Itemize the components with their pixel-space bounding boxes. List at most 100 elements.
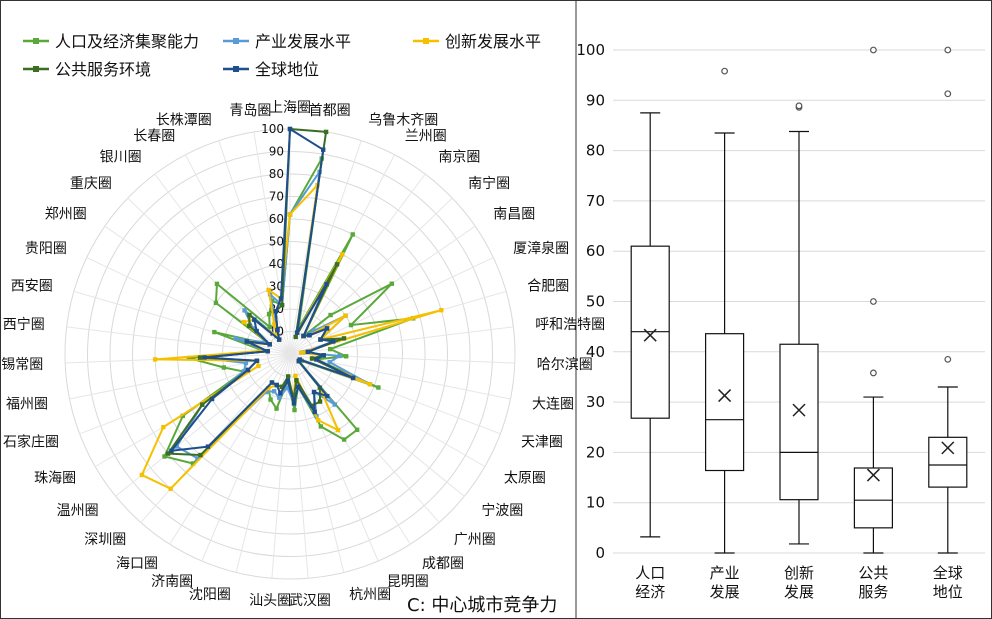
radar-spoke bbox=[218, 140, 291, 355]
radar-spoke bbox=[115, 353, 291, 497]
radar-series-line bbox=[170, 128, 355, 452]
radar-category-label: 上海圈 bbox=[269, 100, 311, 116]
radar-series-point bbox=[256, 363, 261, 369]
radar-series-point bbox=[350, 232, 355, 237]
radar-spoke bbox=[184, 154, 291, 355]
box-category-label: 地位 bbox=[933, 583, 963, 601]
radar-series-point bbox=[274, 382, 279, 388]
radar-series-point bbox=[295, 384, 301, 389]
radar-series-point bbox=[294, 330, 300, 335]
radar-series-point bbox=[348, 322, 354, 328]
legend-marker bbox=[423, 38, 429, 44]
radar-series-point bbox=[268, 397, 273, 402]
box-category-label: 发展 bbox=[784, 583, 814, 601]
box-mean-marker bbox=[718, 389, 732, 403]
radar-category-label: 重庆圈 bbox=[70, 176, 112, 192]
radar-series-point bbox=[350, 375, 356, 381]
radar-series-point bbox=[272, 321, 277, 327]
radar-series-point bbox=[285, 378, 291, 384]
radar-category-label: 南宁圈 bbox=[468, 175, 510, 192]
radar-category-label: 广州圈 bbox=[454, 532, 496, 548]
radar-spoke bbox=[127, 197, 291, 355]
radar-category-label: 合肥圈 bbox=[527, 278, 569, 294]
radar-tick-label: 60 bbox=[269, 212, 284, 226]
radar-series-point bbox=[376, 385, 381, 390]
radar-series-point bbox=[312, 409, 317, 415]
radar-series-point bbox=[278, 296, 284, 301]
radar-series-point bbox=[328, 346, 333, 352]
box-outlier bbox=[944, 46, 952, 54]
radar-category-label: 济南圈 bbox=[151, 574, 193, 590]
box-mean-marker bbox=[866, 468, 880, 482]
box-y-tick-label: 40 bbox=[586, 343, 605, 361]
legend-label: 创新发展水平 bbox=[445, 32, 541, 51]
legend-label: 全球地位 bbox=[255, 60, 319, 79]
radar-series-point bbox=[341, 437, 347, 442]
box-iqr bbox=[704, 333, 745, 472]
radar-series-point bbox=[305, 349, 311, 355]
radar-series-point bbox=[200, 402, 205, 407]
radar-series-point bbox=[221, 365, 227, 370]
radar-spoke bbox=[289, 353, 511, 400]
radar-series-point bbox=[180, 413, 186, 419]
radar-series-point bbox=[269, 380, 275, 385]
radar-spoke bbox=[66, 326, 291, 355]
radar-series-point bbox=[197, 355, 203, 360]
radar-category-label: 石家庄圈 bbox=[3, 434, 59, 451]
radar-series-point bbox=[277, 395, 282, 400]
radar-series-point bbox=[161, 424, 166, 430]
radar-series-point bbox=[324, 326, 330, 331]
radar-category-label: 南京圈 bbox=[438, 150, 480, 166]
radar-category-label: 青岛圈 bbox=[229, 103, 271, 119]
radar-category-label: 汕头圈 bbox=[249, 593, 291, 609]
radar-category-label: 天津圈 bbox=[521, 435, 563, 451]
radar-series-point bbox=[317, 399, 323, 404]
radar-category-label: 大连圈 bbox=[532, 396, 574, 412]
radar-series-point bbox=[274, 406, 279, 411]
radar-series-point bbox=[334, 262, 340, 267]
radar-category-label: 杭州圈 bbox=[349, 587, 391, 603]
box-y-tick-label: 60 bbox=[586, 242, 605, 260]
radar-series-point bbox=[298, 350, 304, 355]
box-category-label: 全球 bbox=[933, 564, 963, 582]
radar-series-point bbox=[254, 328, 259, 334]
legend-label: 产业发展水平 bbox=[255, 32, 351, 51]
radar-series-point bbox=[321, 147, 326, 152]
radar-category-label: 哈尔滨圈 bbox=[537, 357, 593, 373]
radar-series-point bbox=[274, 333, 279, 339]
box-y-tick-label: 90 bbox=[586, 91, 605, 109]
radar-series-point bbox=[139, 472, 145, 478]
radar-tick-label: 50 bbox=[269, 235, 284, 249]
radar-tick-label: 40 bbox=[269, 257, 284, 271]
radar-series-point bbox=[247, 312, 252, 318]
radar-category-label: 西宁圈 bbox=[3, 316, 45, 333]
radar-series-point bbox=[321, 353, 326, 358]
panel-caption: C: 中心城市竞争力 bbox=[407, 595, 557, 616]
radar-series-point bbox=[354, 427, 360, 432]
radar-category-label: 成都圈 bbox=[422, 556, 464, 572]
radar-series-point bbox=[152, 357, 158, 362]
radar-category-label: 珠海圈 bbox=[34, 471, 76, 487]
radar-series-point bbox=[316, 418, 321, 423]
radar-series-point bbox=[245, 367, 251, 373]
radar-series-point bbox=[168, 486, 173, 491]
legend-marker bbox=[233, 66, 239, 72]
legend-marker bbox=[233, 38, 239, 44]
radar-spoke bbox=[289, 326, 514, 355]
box-outlier bbox=[870, 46, 877, 54]
box-category-label: 服务 bbox=[858, 583, 888, 601]
radar-spoke bbox=[201, 353, 291, 562]
radar-series-point bbox=[344, 354, 349, 359]
radar-series-point bbox=[241, 369, 246, 374]
radar-series-point bbox=[285, 374, 291, 379]
radar-series-point bbox=[252, 317, 257, 322]
radar-series-point bbox=[439, 307, 444, 313]
box-category-label: 产业 bbox=[710, 564, 740, 582]
radar-series-point bbox=[314, 357, 319, 362]
radar-series-point bbox=[296, 358, 301, 364]
radar-spoke bbox=[289, 225, 476, 355]
radar-series-point bbox=[266, 311, 272, 317]
radar-series-point bbox=[202, 355, 207, 360]
radar-category-label: 福州圈 bbox=[6, 396, 48, 412]
